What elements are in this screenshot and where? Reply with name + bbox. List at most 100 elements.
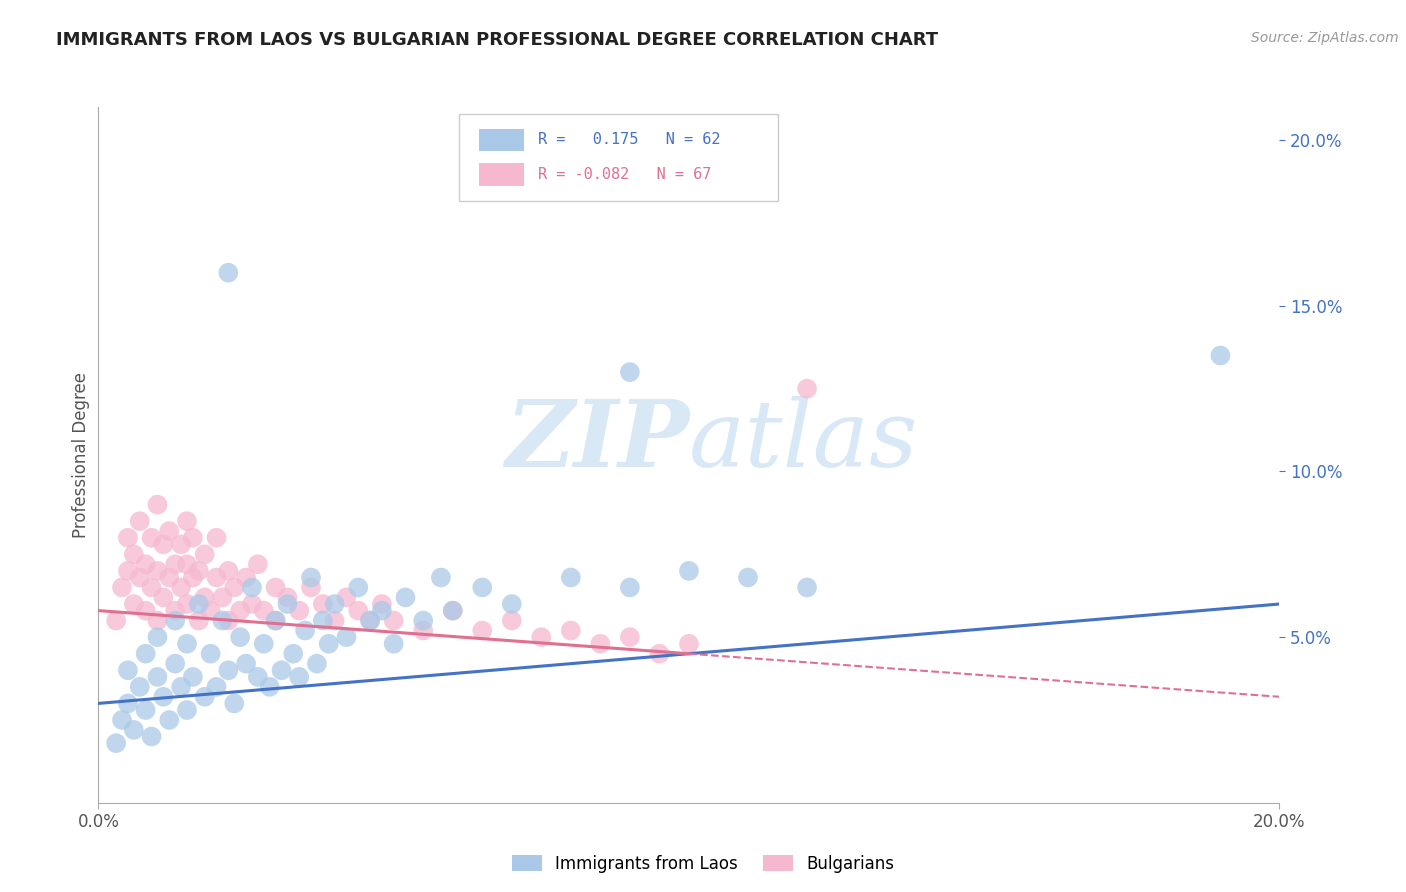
Point [152,591,174,605]
Point [323,614,346,628]
Point [152,537,174,551]
Point [165,558,187,572]
Point [217,614,239,628]
Point [264,614,287,628]
Text: ZIP: ZIP [505,396,689,486]
Point [135,703,157,717]
Point [359,614,381,628]
Point [299,581,322,595]
Point [560,570,582,584]
Point [128,514,150,528]
Point [205,570,228,584]
Point [501,614,523,628]
Point [412,624,434,638]
Point [111,713,134,727]
Point [117,531,139,545]
Point [246,558,269,572]
Point [796,382,818,396]
Point [737,570,759,584]
Point [253,604,276,618]
Point [347,604,370,618]
Bar [478,128,523,151]
Point [187,597,209,611]
Point [187,614,209,628]
Point [441,604,464,618]
Point [146,670,169,684]
Point [299,570,322,584]
Point [165,657,187,671]
Point [176,703,198,717]
Point [128,680,150,694]
Point [157,570,180,584]
Text: Source: ZipAtlas.com: Source: ZipAtlas.com [1251,31,1399,45]
Point [382,637,405,651]
Point [1209,349,1232,363]
Point [430,570,453,584]
Point [200,647,222,661]
Point [146,614,169,628]
Point [170,581,193,595]
Point [141,531,163,545]
Point [146,564,169,578]
Point [217,663,239,677]
Point [117,697,139,711]
Point [170,680,193,694]
Point [347,581,370,595]
Point [619,365,641,379]
Point [294,624,316,638]
Point [678,637,700,651]
FancyBboxPatch shape [458,114,778,201]
Point [283,647,305,661]
Point [560,624,582,638]
Point [246,670,269,684]
Point [501,597,523,611]
Point [211,614,233,628]
Point [359,614,381,628]
Point [305,657,328,671]
Point [441,604,464,618]
Point [217,564,239,578]
Point [288,670,311,684]
Point [648,647,671,661]
Bar [478,163,523,186]
Point [194,690,217,704]
Point [152,690,174,704]
Point [200,604,222,618]
Point [176,514,198,528]
Point [165,614,187,628]
Point [105,614,128,628]
Point [240,581,263,595]
Point [229,604,252,618]
Legend: Immigrants from Laos, Bulgarians: Immigrants from Laos, Bulgarians [505,848,901,880]
Point [157,713,180,727]
Point [122,547,145,561]
Point [318,637,340,651]
Point [796,581,818,595]
Point [217,266,239,280]
Point [288,604,311,618]
Point [259,680,281,694]
Point [382,614,405,628]
Text: IMMIGRANTS FROM LAOS VS BULGARIAN PROFESSIONAL DEGREE CORRELATION CHART: IMMIGRANTS FROM LAOS VS BULGARIAN PROFES… [56,31,938,49]
Point [211,591,233,605]
Point [135,647,157,661]
Point [335,591,357,605]
Point [181,570,204,584]
Point [141,581,163,595]
Point [146,498,169,512]
Point [253,637,276,651]
Point [135,558,157,572]
Point [194,547,217,561]
Text: R =   0.175   N = 62: R = 0.175 N = 62 [537,132,720,147]
Point [170,537,193,551]
Point [224,697,246,711]
Point [194,591,217,605]
Point [117,663,139,677]
Point [105,736,128,750]
Point [117,564,139,578]
Point [235,570,257,584]
Point [312,614,335,628]
Point [146,630,169,644]
Point [371,604,394,618]
Point [530,630,553,644]
